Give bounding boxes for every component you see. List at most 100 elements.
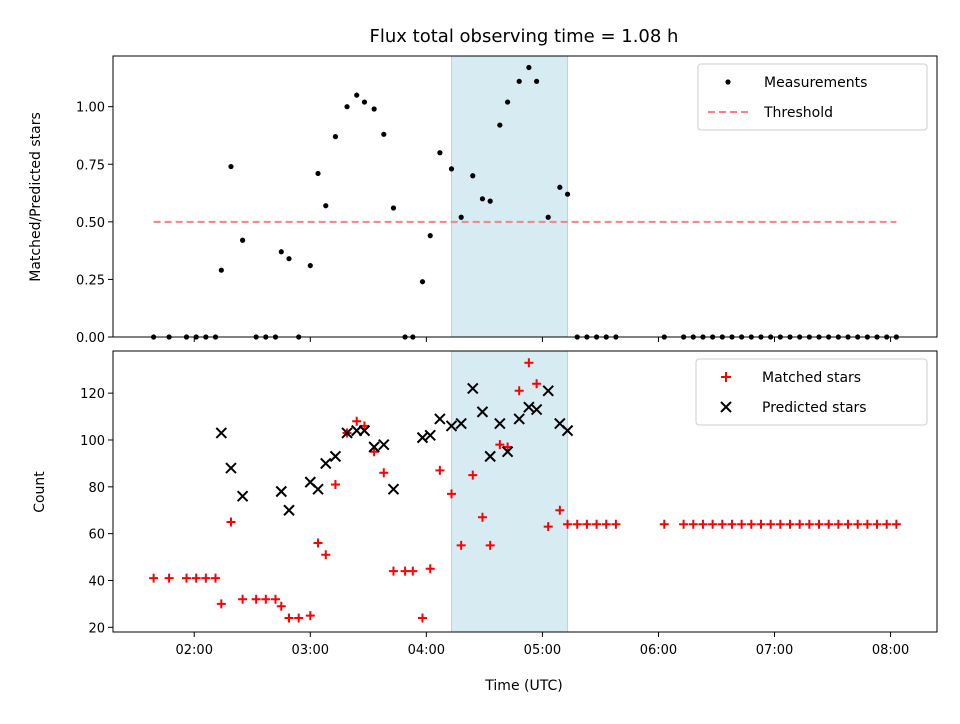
x-axis-label: Time (UTC) [484,678,562,694]
y-tick-label: 20 [88,621,105,636]
matched-star-point [313,538,323,548]
chart-title: Flux total observing time = 1.08 h [370,26,679,47]
matched-star-point [601,519,611,529]
matched-star-point [611,519,621,529]
predicted-star-point [329,450,342,463]
matched-star-point [305,611,315,621]
measurement-point [479,196,486,202]
measurement-point [286,256,292,262]
y-tick-label: 0.25 [76,273,105,288]
matched-star-point [582,519,592,529]
matched-star-point [446,489,456,499]
predicted-star-point [215,427,228,439]
matched-star-point [543,522,553,532]
y-tick-label: 0.00 [76,331,105,346]
measurement-point [371,106,377,112]
bottom-axes-frame [112,350,938,633]
matched-star-point [688,519,698,529]
predicted-star-point [530,403,543,416]
matched-star-point [261,594,271,604]
y-tick-label: 1.00 [76,101,105,116]
bottom-y-axis-label: Count [32,471,48,513]
bottom-y-ticks: 20 40 60 80 100 120 [80,387,113,636]
measurement-point [344,104,350,110]
matched-star-point [379,468,389,478]
matched-star-point [717,519,727,529]
predicted-star-point [387,483,400,495]
matched-star-point [708,519,718,529]
x-tick-label: 05:00 [524,643,561,658]
legend-box [697,63,928,131]
measurement-point [545,214,551,220]
legend-predicted-swatch [720,401,732,413]
y-tick-label: 0.75 [76,158,105,173]
matched-star-point [555,505,565,515]
matched-star-point [226,517,236,527]
matched-star-point [321,550,331,560]
measurement-point [315,170,321,177]
y-tick-label: 100 [80,434,105,449]
top-y-axis-label: Matched/Predicted stars [28,112,44,282]
predicted-star-point [368,441,380,453]
predicted-star-point [494,417,506,430]
matched-star-point [862,519,872,529]
bottom-legend: Matched stars Predicted stars [695,358,928,426]
x-tick-label: 07:00 [756,643,793,658]
matched-star-point [746,519,756,529]
matched-star-point [775,519,785,529]
matched-star-point [294,613,304,623]
matched-star-point [284,613,294,623]
predicted-star-point [467,382,479,395]
matched-star-point [785,519,795,529]
matched-star-point [853,519,863,529]
measurement-point [419,279,426,285]
matched-star-point [503,442,513,452]
measurement-point [332,134,339,140]
matched-star-point [824,519,834,529]
measurement-point [323,203,329,209]
matched-star-point [679,519,689,529]
matched-star-point [400,566,410,576]
predicted-star-point [445,420,458,432]
matched-star-point [532,379,542,389]
top-y-ticks: 0.00 0.25 0.50 0.75 1.00 [76,101,113,346]
measurement-point [278,249,284,255]
measurement-point [526,64,532,71]
matched-star-point [201,573,211,583]
x-tick-label: 06:00 [640,643,677,658]
legend-matched-swatch [721,372,731,382]
top-legend: Measurements Threshold [697,63,928,131]
matched-star-point [514,386,524,396]
matched-star-point [408,566,418,576]
measurement-point [354,92,360,98]
matched-star-point [737,519,747,529]
predicted-star-point [312,483,324,495]
measurement-point [381,131,387,137]
matched-star-point [495,440,505,450]
measurement-point [534,78,540,84]
top-panel: 0.00 0.25 0.50 0.75 1.00 Matched/Predicted s… [28,55,938,346]
legend-label: Matched stars [762,370,861,386]
matched-star-point [659,519,669,529]
legend-label: Threshold [763,105,833,121]
matched-star-point [795,519,805,529]
x-tick-label: 04:00 [408,643,445,658]
measurement-point [218,267,224,273]
matched-star-point [270,594,280,604]
predicted-star-point [378,438,390,451]
matched-star-point [425,564,435,574]
matched-star-point [468,470,478,480]
matched-star-point [592,519,602,529]
matched-star-point [216,599,226,609]
measurement-point [427,233,433,239]
predicted-star-point [523,401,535,413]
bottom-x-ticks: 02:00 03:00 04:00 05:00 06:00 07:00 08:00 [176,632,909,658]
measurement-point [361,99,368,105]
matched-star-point [891,519,901,529]
x-tick-label: 02:00 [176,643,213,658]
matched-star-point [814,519,824,529]
measurement-point [390,205,397,211]
matched-star-point [804,519,814,529]
predicted-star-point [275,485,287,498]
measurement-point [564,191,571,197]
